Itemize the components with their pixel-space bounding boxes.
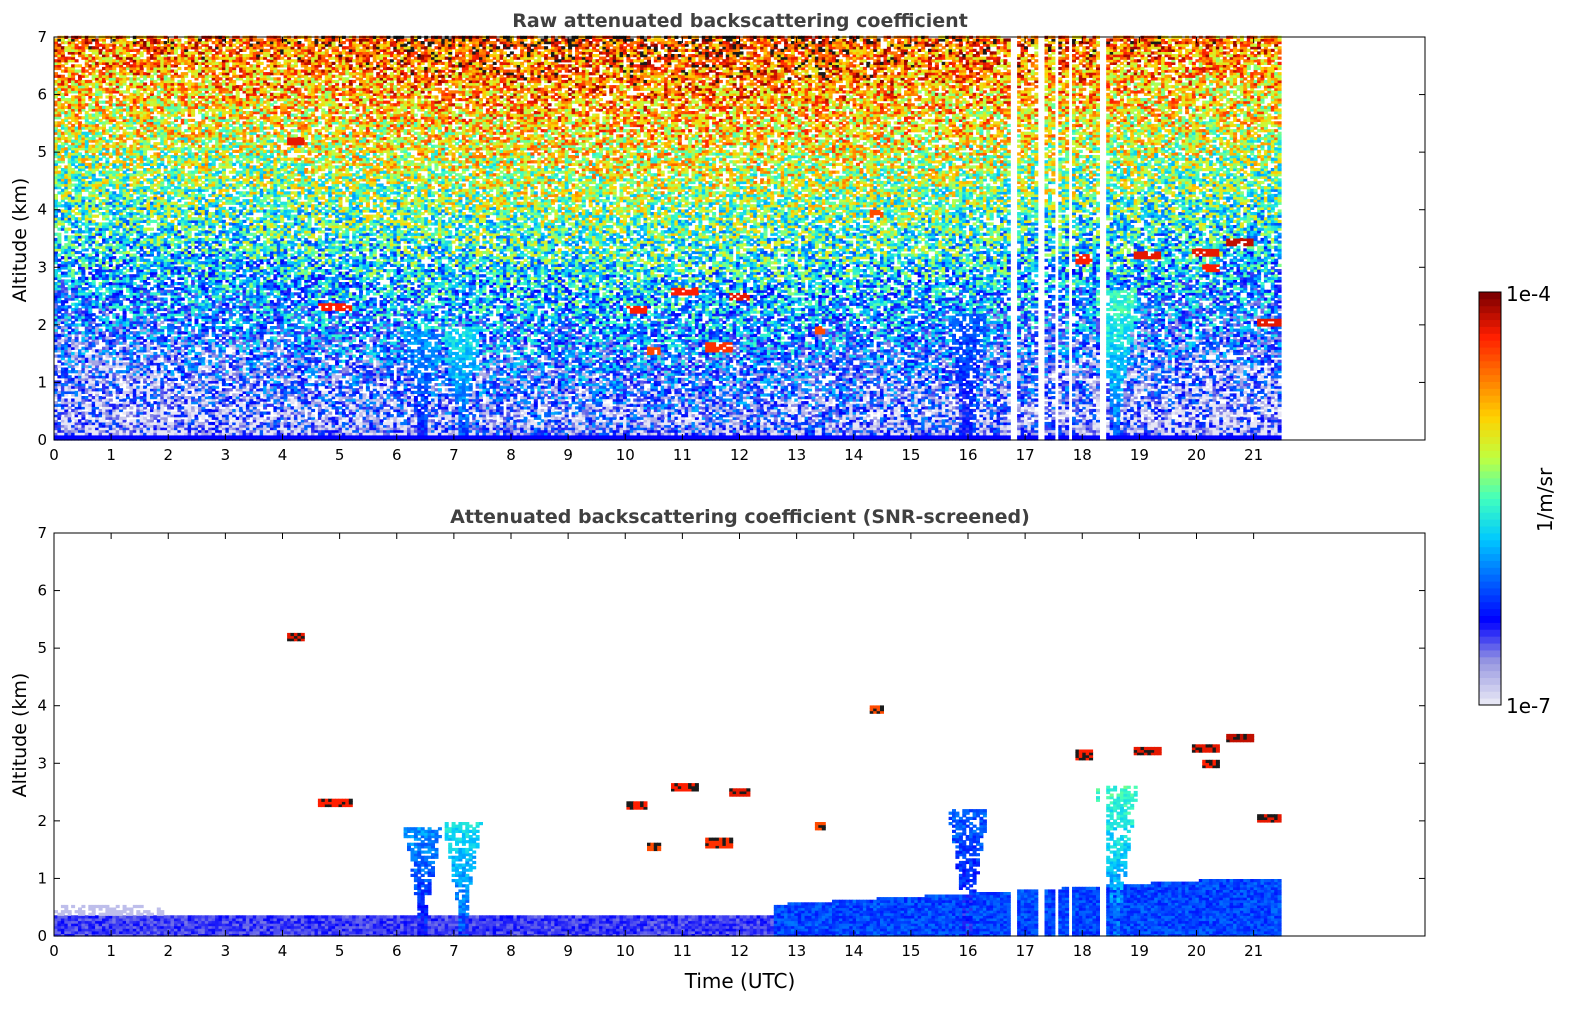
heatmap-cell [71,303,75,306]
heatmap-cell [57,233,61,236]
heatmap-cell [57,165,61,168]
heatmap-cell [57,422,61,425]
heatmap-cell [71,316,75,319]
heatmap-cell [57,334,61,337]
heatmap-cell [57,264,61,267]
heatmap-cell [57,121,61,124]
heatmap-cell [57,259,61,262]
heatmap-cell [57,145,61,148]
heatmap-cell [71,399,75,402]
heatmap-cell [57,191,61,194]
heatmap-cell [57,326,61,329]
raw-panel-ylabel: Altitude (km) [9,178,31,303]
heatmap-cell [57,254,61,257]
heatmap-cell [71,329,75,332]
heatmap-cell [57,171,61,174]
heatmap-cell [57,274,61,277]
raw-backscatter-panel: Raw attenuated backscattering coefficien… [9,10,1425,464]
heatmap-cell [71,308,75,311]
heatmap-cell [71,321,75,324]
heatmap-cell [71,365,75,368]
heatmap-cell [57,44,61,47]
heatmap-cell [57,129,61,132]
raw-panel-title: Raw attenuated backscattering coefficien… [512,10,968,32]
heatmap-cell [71,378,75,381]
heatmap-cell [57,202,61,205]
heatmap-cell [57,316,61,319]
heatmap-cell [57,228,61,231]
heatmap-cell [57,391,61,394]
heatmap-cell [57,355,61,358]
heatmap-cell [71,422,75,425]
heatmap-cell [71,409,75,412]
heatmap-cell [57,217,61,220]
heatmap-cell [71,352,75,355]
heatmap-cell [57,404,61,407]
heatmap-cell [57,365,61,368]
figure: Raw attenuated backscattering coefficien… [0,0,1595,1020]
raw-heatmap [54,36,1282,441]
heatmap-cell [71,339,75,342]
heatmap-cell [57,375,61,378]
heatmap-cell [71,269,75,272]
heatmap-cell [57,305,61,308]
heatmap-cell [57,75,61,78]
heatmap-cell [57,98,61,101]
heatmap-cell [71,417,75,420]
heatmap-cell [57,370,61,373]
heatmap-cell [57,409,61,412]
